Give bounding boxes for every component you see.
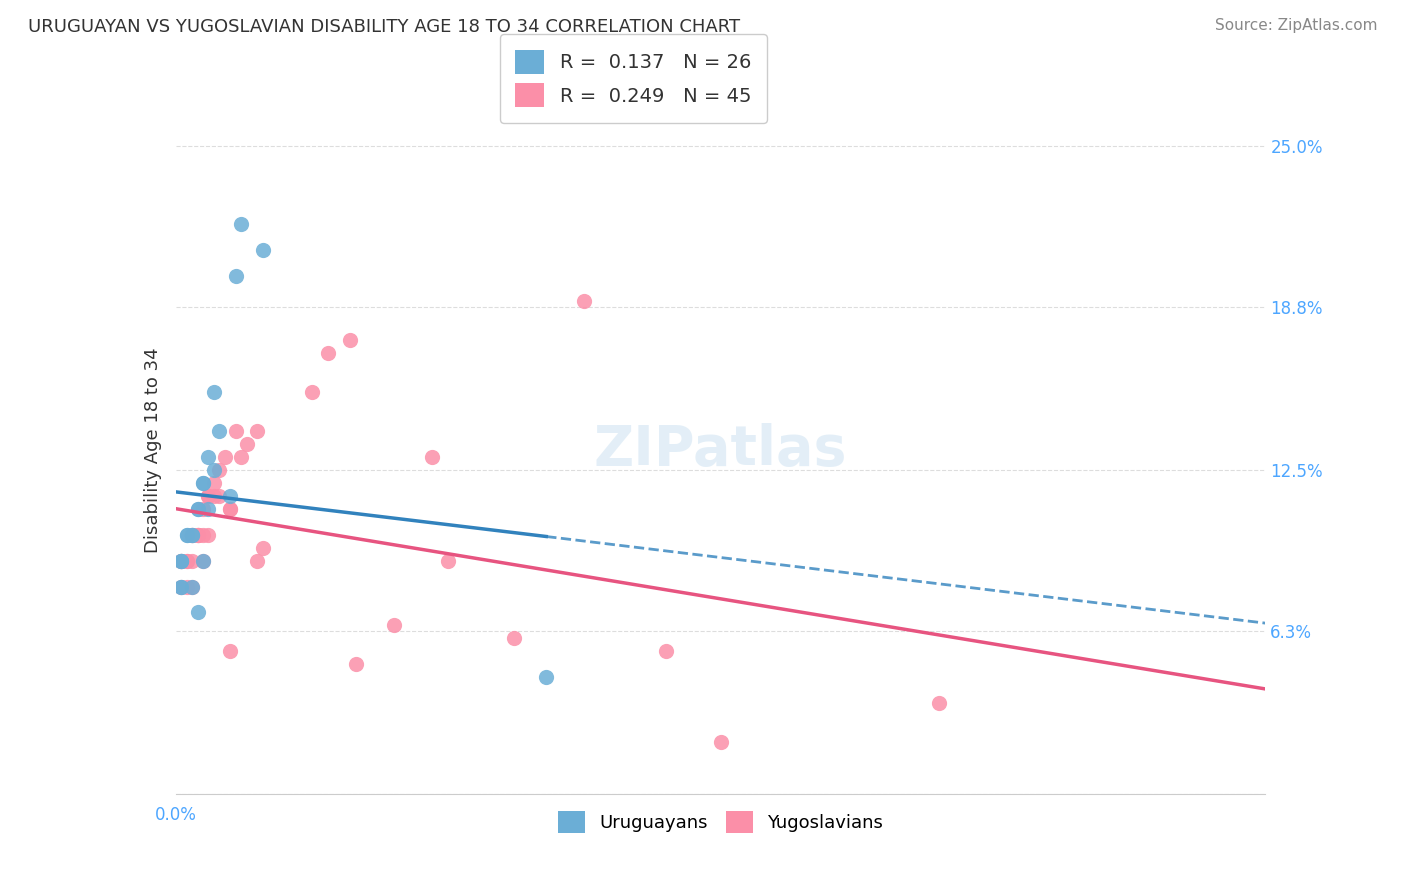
Point bbox=[502, 632, 524, 646]
Point bbox=[928, 696, 950, 710]
Point bbox=[197, 489, 219, 503]
Point bbox=[208, 463, 231, 477]
Point bbox=[191, 553, 214, 567]
Point bbox=[225, 268, 247, 283]
Text: 0.0%: 0.0% bbox=[155, 806, 197, 824]
Point bbox=[191, 501, 214, 516]
Point bbox=[176, 553, 198, 567]
Point bbox=[181, 527, 204, 541]
Point bbox=[534, 670, 557, 684]
Point bbox=[176, 527, 198, 541]
Text: Source: ZipAtlas.com: Source: ZipAtlas.com bbox=[1215, 18, 1378, 33]
Point bbox=[170, 553, 193, 567]
Y-axis label: Disability Age 18 to 34: Disability Age 18 to 34 bbox=[143, 348, 162, 553]
Point bbox=[186, 501, 209, 516]
Point bbox=[235, 437, 257, 451]
Point bbox=[202, 475, 225, 490]
Point bbox=[219, 501, 242, 516]
Point bbox=[170, 553, 193, 567]
Point bbox=[186, 606, 209, 620]
Point bbox=[246, 424, 269, 438]
Point bbox=[170, 553, 193, 567]
Point bbox=[202, 385, 225, 400]
Point bbox=[181, 580, 204, 594]
Point bbox=[219, 644, 242, 658]
Point bbox=[186, 527, 209, 541]
Point bbox=[191, 553, 214, 567]
Point bbox=[437, 553, 460, 567]
Point bbox=[252, 541, 274, 555]
Legend: Uruguayans, Yugoslavians: Uruguayans, Yugoslavians bbox=[551, 804, 890, 839]
Point bbox=[191, 475, 214, 490]
Point bbox=[197, 501, 219, 516]
Point bbox=[181, 580, 204, 594]
Point bbox=[197, 489, 219, 503]
Point bbox=[225, 424, 247, 438]
Point bbox=[181, 527, 204, 541]
Point bbox=[339, 334, 361, 348]
Point bbox=[191, 475, 214, 490]
Point bbox=[197, 450, 219, 464]
Point bbox=[186, 501, 209, 516]
Point bbox=[186, 527, 209, 541]
Point bbox=[176, 527, 198, 541]
Point bbox=[574, 294, 596, 309]
Point bbox=[170, 580, 193, 594]
Point bbox=[655, 644, 678, 658]
Point bbox=[301, 385, 323, 400]
Point bbox=[208, 424, 231, 438]
Point bbox=[219, 489, 242, 503]
Point bbox=[202, 463, 225, 477]
Point bbox=[246, 553, 269, 567]
Point bbox=[208, 489, 231, 503]
Point bbox=[231, 217, 253, 231]
Point bbox=[219, 501, 242, 516]
Point bbox=[170, 553, 193, 567]
Point bbox=[202, 489, 225, 503]
Point bbox=[252, 243, 274, 257]
Point bbox=[181, 553, 204, 567]
Text: ZIPatlas: ZIPatlas bbox=[593, 424, 848, 477]
Point bbox=[382, 618, 405, 632]
Point bbox=[191, 527, 214, 541]
Point bbox=[170, 580, 193, 594]
Point bbox=[318, 346, 340, 360]
Point bbox=[344, 657, 367, 672]
Point bbox=[176, 580, 198, 594]
Point bbox=[170, 580, 193, 594]
Point bbox=[197, 527, 219, 541]
Point bbox=[181, 527, 204, 541]
Point bbox=[231, 450, 253, 464]
Text: URUGUAYAN VS YUGOSLAVIAN DISABILITY AGE 18 TO 34 CORRELATION CHART: URUGUAYAN VS YUGOSLAVIAN DISABILITY AGE … bbox=[28, 18, 740, 36]
Point bbox=[181, 527, 204, 541]
Point bbox=[176, 553, 198, 567]
Point bbox=[420, 450, 443, 464]
Point bbox=[170, 553, 193, 567]
Point bbox=[214, 450, 236, 464]
Point bbox=[710, 735, 733, 749]
Point bbox=[186, 527, 209, 541]
